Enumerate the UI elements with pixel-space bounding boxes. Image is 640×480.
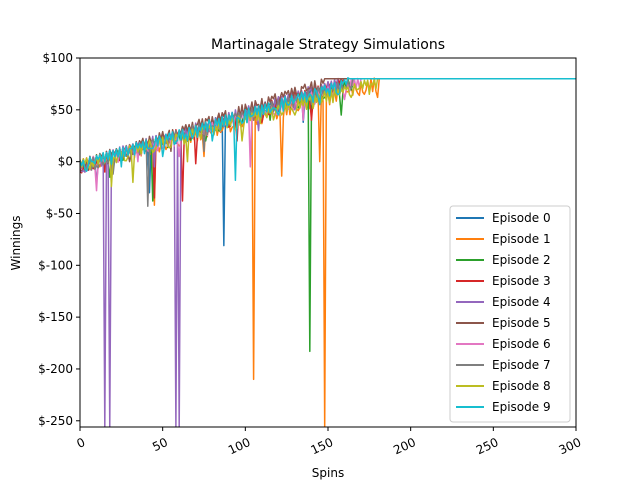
legend-entry: Episode 9 xyxy=(492,400,551,414)
legend-entry: Episode 3 xyxy=(492,274,551,288)
y-tick-label: $-100 xyxy=(38,258,73,272)
legend-entry: Episode 4 xyxy=(492,295,551,309)
x-tick-label: 250 xyxy=(474,435,501,457)
legend-entry: Episode 2 xyxy=(492,253,551,267)
series-line-episode-9 xyxy=(80,77,576,182)
chart-title: Martinagale Strategy Simulations xyxy=(211,37,445,53)
x-tick-label: 50 xyxy=(150,435,170,454)
x-tick-label: 300 xyxy=(557,435,584,457)
y-tick-label: $-250 xyxy=(38,414,73,428)
legend-entry: Episode 0 xyxy=(492,211,551,225)
x-tick-label: 200 xyxy=(391,435,418,457)
y-tick-label: $100 xyxy=(42,51,73,65)
y-axis: $100 $50 $0 $-50 $-100 $-150 $-200 $-250 xyxy=(38,51,80,428)
x-tick-label: 100 xyxy=(226,435,253,457)
series-layer xyxy=(80,77,576,427)
y-tick-label: $-50 xyxy=(46,206,73,220)
x-axis-label: Spins xyxy=(312,466,344,480)
legend-entry: Episode 6 xyxy=(492,337,551,351)
y-tick-label: $-200 xyxy=(38,362,73,376)
x-axis: 0 50 100 150 200 250 300 xyxy=(74,427,583,457)
legend: Episode 0 Episode 1 Episode 2 Episode 3 Epis… xyxy=(449,205,571,423)
x-tick-label: 0 xyxy=(74,435,87,451)
y-axis-label: Winnings xyxy=(9,216,23,271)
legend-entry: Episode 7 xyxy=(492,358,551,372)
legend-entry: Episode 1 xyxy=(492,232,551,246)
y-tick-label: $0 xyxy=(58,155,73,169)
legend-entry: Episode 5 xyxy=(492,316,551,330)
y-tick-label: $50 xyxy=(50,103,73,117)
x-tick-label: 150 xyxy=(309,435,336,457)
y-tick-label: $-150 xyxy=(38,310,73,324)
legend-entry: Episode 8 xyxy=(492,379,551,393)
